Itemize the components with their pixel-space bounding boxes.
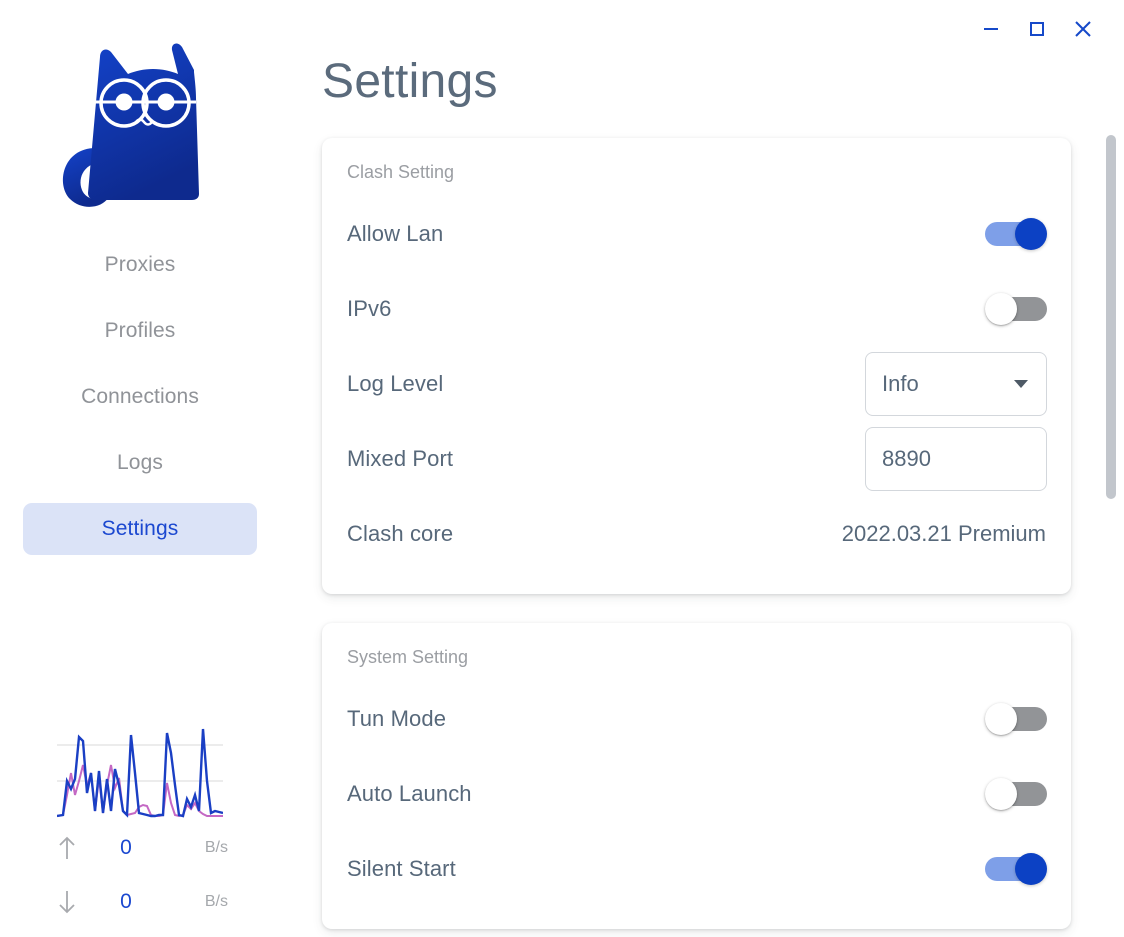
sidebar-item-connections[interactable]: Connections xyxy=(23,371,257,423)
minimize-button[interactable] xyxy=(968,12,1014,46)
setting-row-clash-core: Clash core 2022.03.21 Premium xyxy=(346,497,1047,572)
toggle-knob xyxy=(985,293,1017,326)
mixed-port-value: 8890 xyxy=(882,446,931,472)
traffic-panel: 0 B/s 0 B/s xyxy=(0,723,280,929)
silent-start-toggle[interactable] xyxy=(985,850,1047,888)
setting-row-auto-launch: Auto Launch xyxy=(346,757,1047,832)
setting-row-tun-mode: Tun Mode xyxy=(346,682,1047,757)
toggle-knob xyxy=(1015,218,1047,251)
sidebar-item-label: Connections xyxy=(81,385,199,408)
content-scrollbar[interactable] xyxy=(1106,0,1116,937)
clash-cat-logo xyxy=(38,22,243,227)
traffic-download-row: 0 B/s xyxy=(52,875,228,929)
allow-lan-toggle[interactable] xyxy=(985,215,1047,253)
setting-label: Mixed Port xyxy=(347,446,454,472)
chevron-down-icon xyxy=(1014,380,1028,389)
sidebar-item-label: Profiles xyxy=(104,319,176,342)
setting-label: Tun Mode xyxy=(347,706,447,732)
setting-label: Clash core xyxy=(347,521,454,547)
close-icon xyxy=(1075,21,1091,37)
sidebar-item-proxies[interactable]: Proxies xyxy=(23,239,257,291)
page-title: Settings xyxy=(322,55,498,108)
ipv6-toggle[interactable] xyxy=(985,290,1047,328)
maximize-button[interactable] xyxy=(1014,12,1060,46)
toggle-knob xyxy=(985,778,1017,811)
sidebar-item-logs[interactable]: Logs xyxy=(23,437,257,489)
card-title: System Setting xyxy=(347,646,469,667)
sidebar-item-label: Proxies xyxy=(104,253,176,276)
toggle-knob xyxy=(1015,853,1047,886)
setting-row-allow-lan: Allow Lan xyxy=(346,197,1047,272)
traffic-sparkline-chart xyxy=(57,723,223,821)
titlebar xyxy=(0,0,1124,58)
tun-mode-toggle[interactable] xyxy=(985,700,1047,738)
setting-row-ipv6: IPv6 xyxy=(346,272,1047,347)
setting-label: Auto Launch xyxy=(347,781,472,807)
upload-speed-unit: B/s xyxy=(204,839,228,856)
system-setting-card: System Setting Tun Mode Auto Launch Sile… xyxy=(322,622,1071,929)
setting-label: Allow Lan xyxy=(347,221,444,247)
traffic-upload-row: 0 B/s xyxy=(52,821,228,875)
close-button[interactable] xyxy=(1060,12,1106,46)
log-level-select[interactable]: Info xyxy=(865,352,1047,417)
download-speed-unit: B/s xyxy=(204,893,228,910)
setting-label: IPv6 xyxy=(347,296,392,322)
scrollbar-thumb[interactable] xyxy=(1106,135,1116,499)
sidebar-item-label: Logs xyxy=(117,451,163,474)
sidebar-item-profiles[interactable]: Profiles xyxy=(23,305,257,357)
setting-row-log-level: Log Level Info xyxy=(346,347,1047,422)
log-level-value: Info xyxy=(882,371,919,397)
clash-setting-card: Clash Setting Allow Lan IPv6 Log Level xyxy=(322,137,1071,594)
sidebar: Proxies Profiles Connections Logs Settin… xyxy=(0,0,280,937)
toggle-knob xyxy=(985,703,1017,736)
arrow-down-icon xyxy=(52,889,82,915)
sidebar-nav: Proxies Profiles Connections Logs Settin… xyxy=(23,239,257,555)
arrow-up-icon xyxy=(52,835,82,861)
settings-content: Settings Clash Setting Allow Lan IPv6 Lo… xyxy=(280,0,1124,937)
mixed-port-input[interactable]: 8890 xyxy=(865,427,1047,492)
setting-label: Log Level xyxy=(347,371,444,397)
maximize-icon xyxy=(1030,22,1044,36)
sidebar-item-settings[interactable]: Settings xyxy=(23,503,257,555)
auto-launch-toggle[interactable] xyxy=(985,775,1047,813)
minimize-icon xyxy=(984,28,998,30)
setting-row-silent-start: Silent Start xyxy=(346,832,1047,907)
sidebar-item-label: Settings xyxy=(101,517,179,540)
clash-core-version: 2022.03.21 Premium xyxy=(841,521,1046,547)
setting-label: Silent Start xyxy=(347,856,456,882)
upload-speed-value: 0 xyxy=(120,836,132,859)
download-speed-value: 0 xyxy=(120,890,132,913)
card-title: Clash Setting xyxy=(347,161,455,182)
setting-row-mixed-port: Mixed Port 8890 xyxy=(346,422,1047,497)
